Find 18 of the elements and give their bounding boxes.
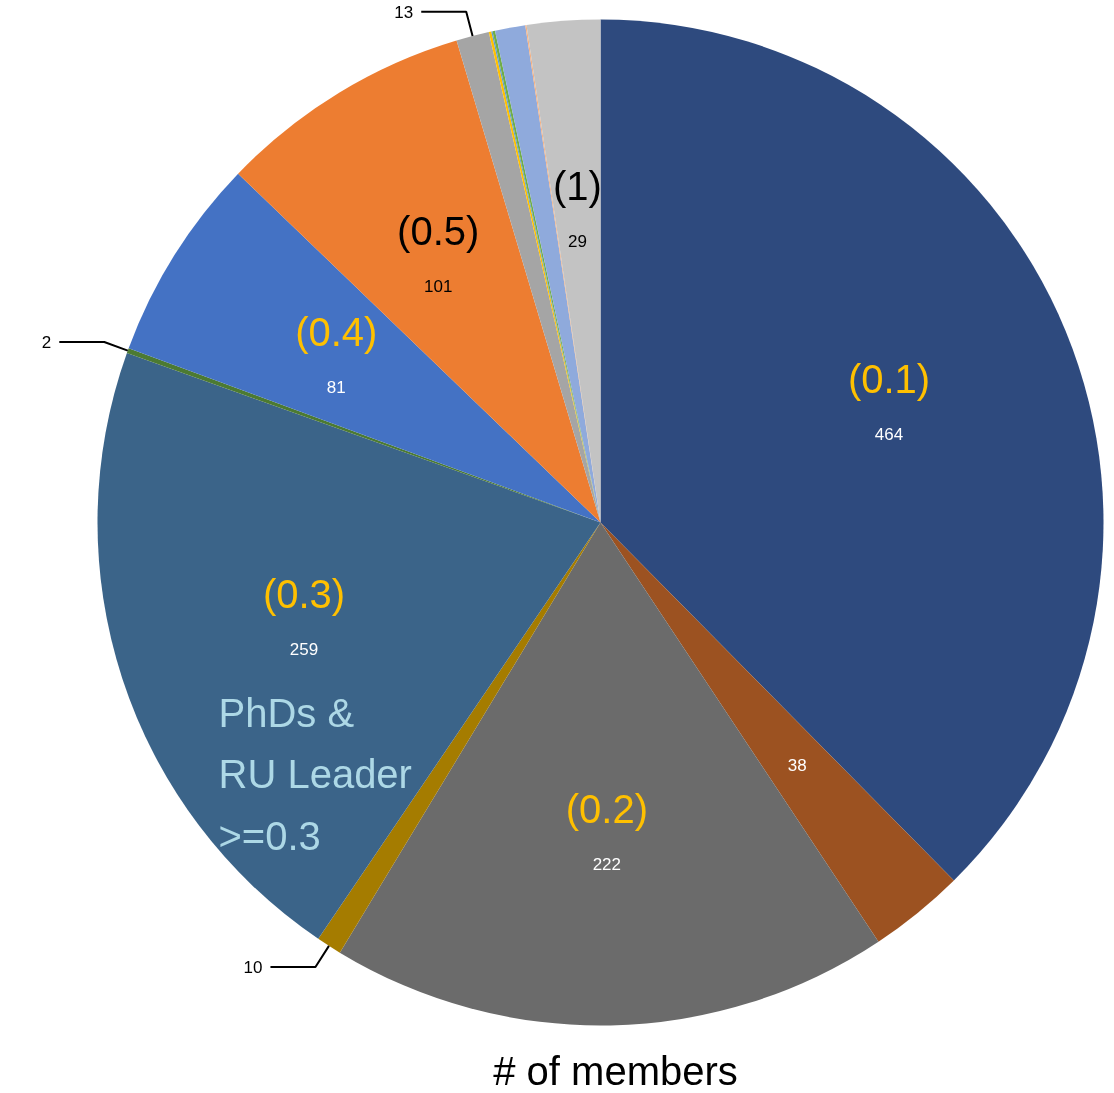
text: # of members [493, 1048, 738, 1093]
data-label: 101 [424, 277, 453, 297]
data-label: 38 [787, 755, 807, 775]
data-label: 222 [592, 855, 622, 875]
text: PhDs & RU Leader >=0.3 [218, 690, 412, 858]
data-label: 2 [41, 333, 52, 353]
data-label: 464 [874, 425, 904, 445]
slice-label: (0.2) [565, 787, 648, 832]
slice-label: (1) [553, 164, 602, 209]
data-label: 29 [568, 232, 587, 252]
slice-label: (0.4) [295, 309, 378, 354]
slice-label: (0.3) [262, 572, 346, 617]
data-label: 13 [394, 2, 414, 22]
slice-label: (0.1) [847, 357, 931, 402]
slice-label: (0.5) [397, 209, 480, 254]
data-label: 259 [289, 640, 319, 660]
data-label: 81 [326, 377, 346, 397]
data-label: 10 [243, 957, 263, 977]
